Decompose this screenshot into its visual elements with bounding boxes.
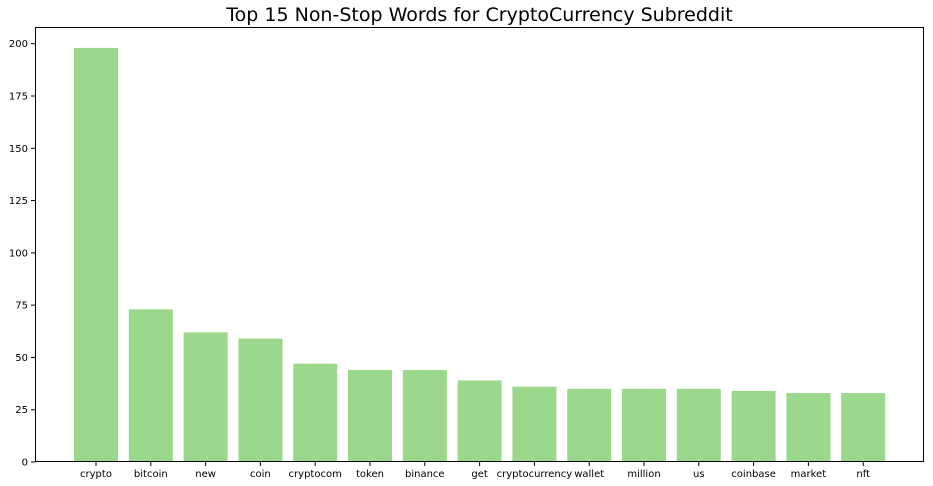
bar-get (457, 380, 502, 462)
x-tick-label: cryptocom (289, 469, 342, 480)
x-tick-label: new (195, 469, 216, 480)
x-tick-label: us (693, 469, 705, 480)
bar-token (348, 369, 392, 462)
y-tick-label: 200 (9, 39, 28, 50)
y-tick-label: 25 (15, 405, 28, 416)
y-tick-label: 100 (9, 248, 28, 259)
x-tick-label: get (471, 469, 488, 480)
x-tick-label: nft (856, 469, 870, 480)
x-axis-ticks: crypto bitcoin new coin cryptocom token binanc… (80, 462, 870, 480)
x-tick-label: market (791, 469, 827, 480)
y-tick-label: 75 (15, 301, 28, 312)
y-tick-label: 0 (22, 458, 28, 469)
x-tick-label: wallet (574, 469, 604, 480)
bar-cryptocurrency (512, 386, 557, 462)
y-tick-label: 175 (9, 92, 28, 103)
bar-coin (238, 338, 283, 462)
x-tick-label: coin (250, 469, 271, 480)
y-tick-label: 150 (9, 144, 28, 155)
x-tick-label: million (627, 469, 660, 480)
bars-group (74, 47, 886, 463)
plot-frame (35, 27, 924, 462)
chart-title: Top 15 Non-Stop Words for CryptoCurrency… (225, 4, 732, 26)
bar-market (786, 392, 831, 462)
bar-binance (402, 369, 447, 462)
bar-cryptocom (293, 363, 338, 462)
x-tick-label: bitcoin (134, 469, 168, 480)
bar-million (622, 388, 666, 462)
bar-bitcoin (128, 309, 173, 462)
x-tick-label: binance (405, 469, 445, 480)
bar-new (183, 332, 228, 462)
x-tick-label: token (356, 469, 384, 480)
x-tick-label: coinbase (731, 469, 776, 480)
y-axis-ticks: 0 25 50 75 100 125 150 175 200 (9, 39, 35, 469)
y-tick-label: 125 (9, 196, 28, 207)
x-tick-label: crypto (80, 469, 112, 480)
bar-coinbase (731, 390, 776, 462)
bar-nft (841, 392, 886, 462)
bar-crypto (74, 47, 118, 463)
y-tick-label: 50 (15, 353, 28, 364)
x-tick-label: cryptocurrency (497, 469, 573, 480)
bar-wallet (567, 388, 612, 462)
bar-us (676, 388, 721, 462)
